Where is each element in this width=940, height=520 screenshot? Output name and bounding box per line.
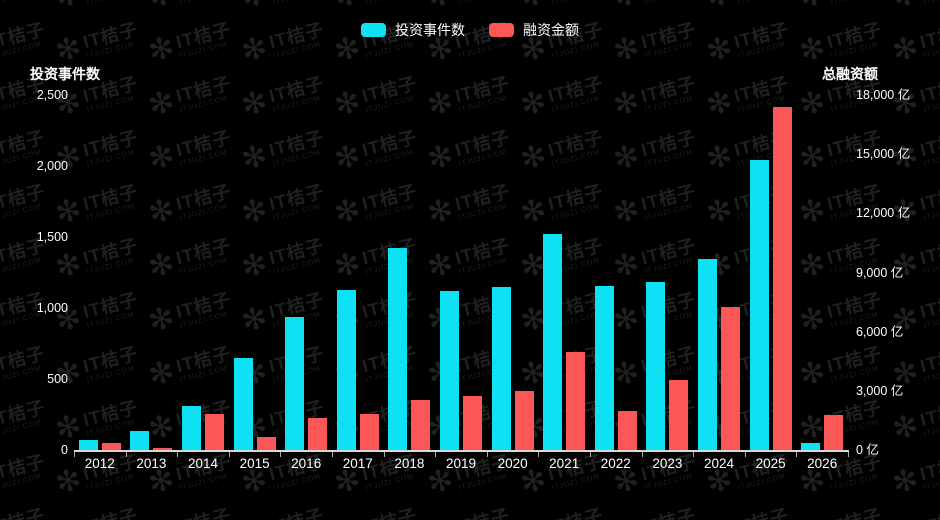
bar-amount-2023[interactable] [669, 380, 689, 450]
x-axis-tick [280, 452, 282, 457]
x-axis-label-2018: 2018 [394, 456, 425, 471]
bar-events-2015[interactable] [233, 358, 253, 450]
bar-amount-2021[interactable] [566, 352, 586, 450]
x-axis-tick [383, 452, 385, 457]
x-axis-tick [435, 452, 437, 457]
bar-amount-2022[interactable] [617, 411, 637, 450]
bar-amount-2017[interactable] [359, 413, 379, 450]
bar-events-2020[interactable] [491, 286, 511, 450]
x-axis-tick [538, 452, 540, 457]
bar-events-2022[interactable] [594, 286, 614, 450]
legend-item-events[interactable]: 投资事件数 [361, 20, 465, 40]
right-axis-tick-label: 15,000 亿 [856, 147, 911, 162]
bar-events-2024[interactable] [698, 259, 717, 450]
x-axis-tick [74, 452, 75, 457]
right-axis-title: 总融资额 [822, 66, 878, 82]
x-axis-label-2017: 2017 [342, 456, 373, 471]
bar-events-2025[interactable] [749, 160, 769, 450]
legend: 投资事件数 融资金额 [0, 20, 940, 40]
amount-swatch-icon [489, 23, 514, 37]
right-axis-tick-label: 18,000 亿 [856, 88, 911, 102]
x-axis-label-2014: 2014 [187, 456, 219, 471]
legend-label-events: 投资事件数 [395, 22, 465, 38]
x-axis-tick [641, 452, 643, 457]
bar-amount-2026[interactable] [824, 414, 844, 450]
x-axis-tick [693, 452, 695, 457]
legend-item-amount[interactable]: 融资金额 [489, 20, 579, 40]
x-axis-label-2023: 2023 [652, 456, 683, 471]
bar-amount-2012[interactable] [101, 442, 121, 450]
plot-area [74, 95, 848, 450]
bar-amount-2020[interactable] [514, 390, 534, 450]
bar-amount-2024[interactable] [721, 307, 740, 450]
left-axis-title: 投资事件数 [30, 66, 100, 82]
right-axis-tick-label: 0 亿 [856, 443, 879, 457]
right-axis-tick-label: 3,000 亿 [856, 383, 904, 398]
bar-amount-2013[interactable] [153, 448, 173, 450]
x-axis-label-2019: 2019 [445, 456, 477, 471]
bar-amount-2019[interactable] [463, 395, 482, 450]
right-axis-tick-label: 12,000 亿 [856, 206, 911, 221]
x-axis-label-2022: 2022 [600, 456, 631, 471]
bar-events-2013[interactable] [130, 430, 150, 450]
events-swatch-icon [361, 23, 386, 37]
bar-events-2023[interactable] [646, 281, 666, 450]
bar-amount-2014[interactable] [205, 413, 224, 450]
bar-events-2026[interactable] [801, 442, 821, 450]
x-axis-label-2013: 2013 [136, 456, 167, 471]
left-axis-tick-label: 500 [47, 372, 68, 386]
x-axis-label-2021: 2021 [549, 456, 580, 471]
x-axis-tick [590, 452, 591, 457]
left-axis-tick-label: 2,500 [36, 88, 68, 102]
left-axis-tick-label: 2,000 [36, 159, 68, 173]
left-axis-tick-label: 0 [61, 443, 68, 457]
left-axis-tick-label: 1,000 [36, 301, 68, 315]
x-axis-tick [486, 452, 488, 457]
bar-events-2017[interactable] [336, 290, 356, 450]
bar-amount-2015[interactable] [256, 437, 276, 450]
left-axis-tick-label: 1,500 [36, 230, 68, 244]
bar-amount-2016[interactable] [308, 418, 328, 450]
x-axis-tick [744, 452, 746, 457]
bar-events-2019[interactable] [440, 291, 459, 450]
bar-events-2018[interactable] [388, 247, 408, 450]
x-axis-label-2016: 2016 [291, 456, 322, 471]
bar-events-2021[interactable] [543, 234, 563, 450]
x-axis-label-2024: 2024 [703, 456, 735, 471]
bar-amount-2018[interactable] [411, 399, 431, 450]
x-axis-label-2026: 2026 [807, 456, 838, 471]
x-axis-tick [848, 452, 849, 457]
bar-events-2016[interactable] [285, 316, 305, 450]
right-axis-tick-label: 6,000 亿 [856, 324, 904, 339]
x-axis-tick [332, 452, 333, 457]
x-axis-tick [125, 452, 127, 457]
x-axis-label-2020: 2020 [497, 456, 528, 471]
x-axis-label-2025: 2025 [755, 456, 786, 471]
right-axis-tick-label: 9,000 亿 [856, 265, 904, 280]
x-axis-tick [796, 452, 798, 457]
bar-amount-2025[interactable] [772, 106, 792, 450]
x-axis-label-2012: 2012 [84, 456, 115, 471]
x-axis-tick [228, 452, 230, 457]
x-axis-label-2015: 2015 [239, 456, 270, 471]
bar-events-2014[interactable] [182, 406, 201, 450]
x-axis-tick [177, 452, 179, 457]
bar-events-2012[interactable] [78, 440, 98, 450]
legend-label-amount: 融资金额 [523, 22, 579, 38]
x-axis-line [74, 450, 849, 452]
